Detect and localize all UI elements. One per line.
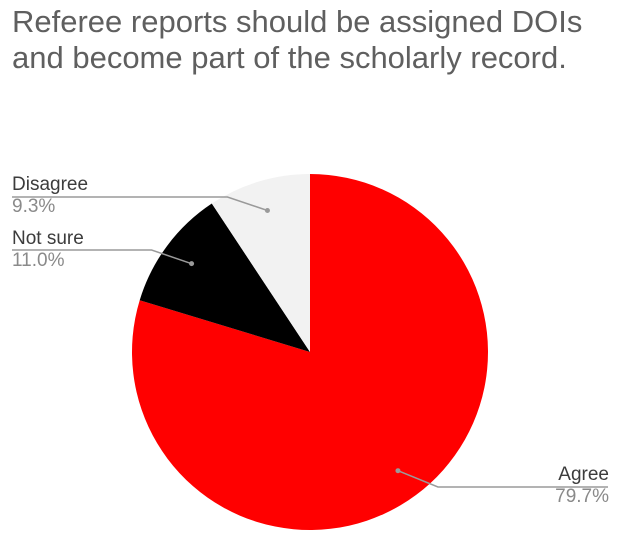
leader-line-agree	[397, 470, 608, 488]
leader-dot-agree	[395, 468, 401, 474]
label-not-sure-name: Not sure	[12, 228, 84, 249]
label-agree: Agree 79.7%	[555, 464, 609, 508]
pie-slice-not-sure	[139, 203, 310, 352]
label-agree-name: Agree	[558, 464, 609, 485]
leader-line-disagree	[12, 196, 268, 212]
label-disagree-name: Disagree	[12, 174, 89, 195]
leader-dot-not-sure	[189, 261, 195, 267]
pie-slice-disagree	[211, 174, 310, 352]
label-disagree: Disagree 9.3%	[12, 174, 88, 218]
leader-line-not-sure	[12, 249, 192, 265]
label-disagree-value: 9.3%	[12, 196, 56, 217]
label-not-sure-value: 11.0%	[12, 250, 65, 271]
leader-dot-disagree	[264, 208, 270, 214]
label-not-sure: Not sure 11.0%	[12, 228, 84, 272]
label-agree-value: 79.7%	[555, 486, 609, 507]
chart-title: Referee reports should be assigned DOIs …	[12, 4, 583, 75]
